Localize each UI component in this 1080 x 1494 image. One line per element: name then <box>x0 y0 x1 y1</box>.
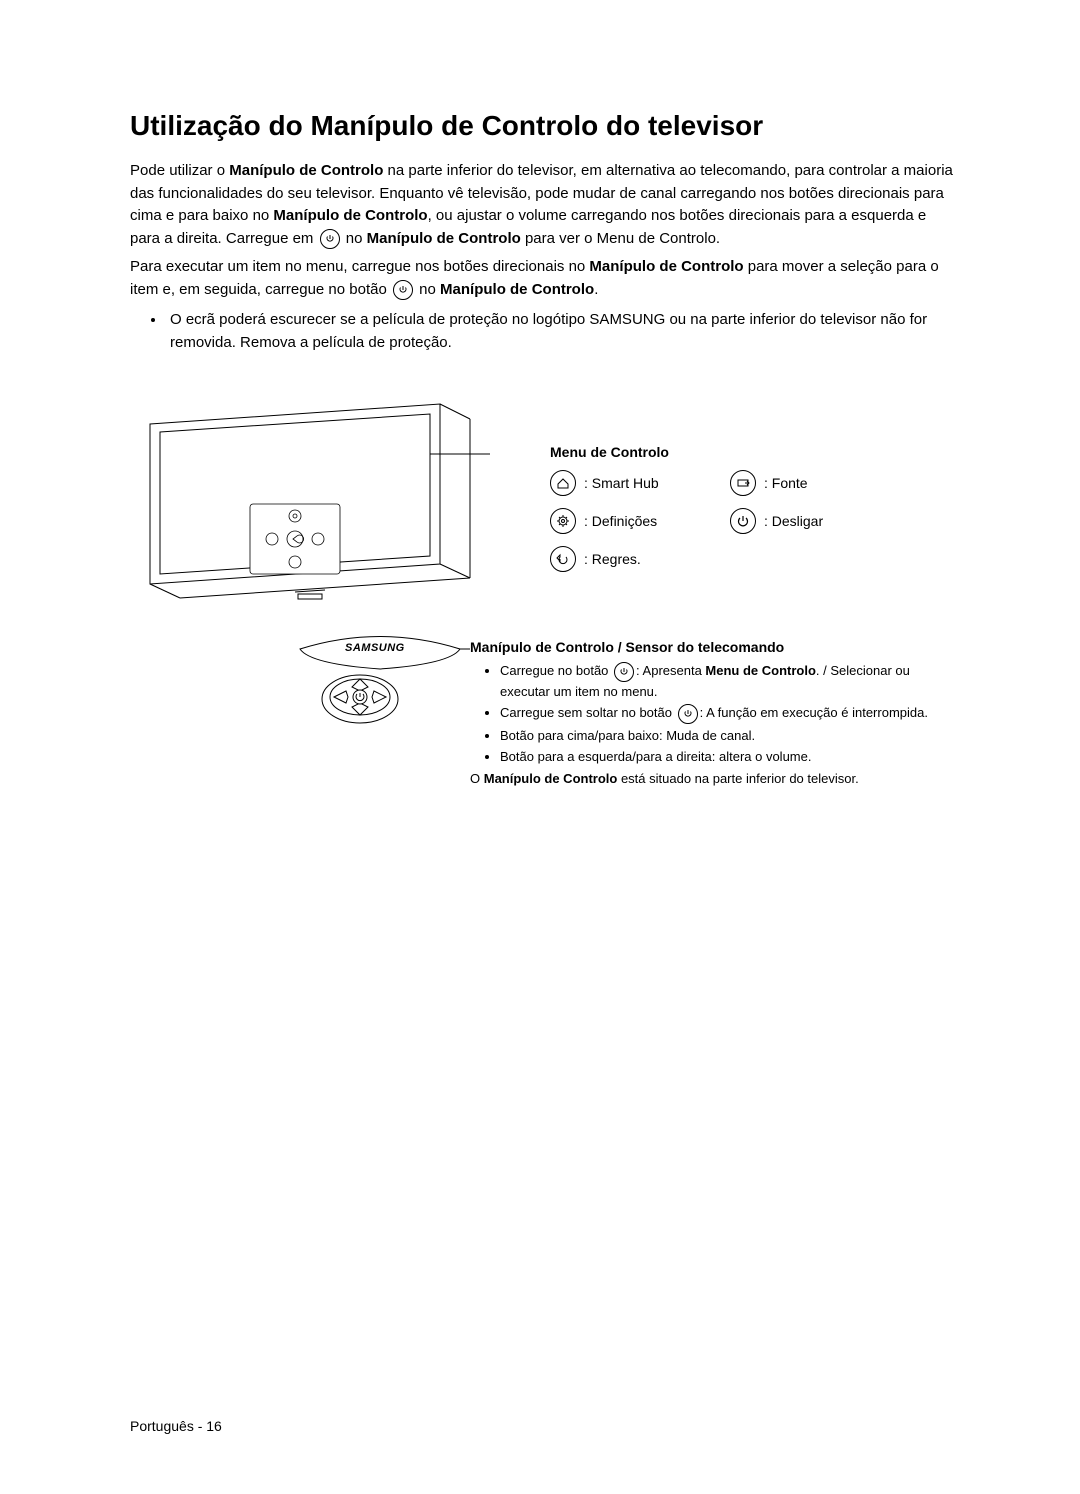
stick-footer-pre: O <box>470 771 484 786</box>
note-item: O ecrã poderá escurecer se a película de… <box>166 309 960 354</box>
power-icon <box>393 280 413 300</box>
power-icon <box>678 704 698 724</box>
tv-diagram <box>130 394 490 654</box>
stick-li2: Carregue sem soltar no botão : A função … <box>500 703 960 724</box>
p1-pre: Pode utilizar o <box>130 162 229 179</box>
p2-end: . <box>594 281 598 298</box>
p1-b1: Manípulo de Controlo <box>229 162 383 179</box>
menu-item-fonte: : Fonte <box>730 470 900 496</box>
p2-b2: Manípulo de Controlo <box>440 281 594 298</box>
menu-item-regres: : Regres. <box>550 546 720 572</box>
menu-item-desligar: : Desligar <box>730 508 900 534</box>
stick-title: Manípulo de Controlo / Sensor do telecom… <box>470 639 960 655</box>
stick-li1: Carregue no botão : Apresenta Menu de Co… <box>500 661 960 701</box>
stick-description: Manípulo de Controlo / Sensor do telecom… <box>470 639 960 788</box>
samsung-logo: SAMSUNG <box>345 642 405 654</box>
paragraph-1: Pode utilizar o Manípulo de Controlo na … <box>130 160 960 250</box>
stick-footer: O Manípulo de Controlo está situado na p… <box>470 769 960 789</box>
menu-label: : Definições <box>584 513 657 529</box>
source-icon <box>730 470 756 496</box>
menu-item-definicoes: : Definições <box>550 508 720 534</box>
page-footer: Português - 16 <box>130 1418 222 1434</box>
p1-b2: Manípulo de Controlo <box>273 207 427 224</box>
p1-mid3: no <box>342 230 367 247</box>
home-icon <box>550 470 576 496</box>
control-stick-closeup: SAMSUNG <box>290 629 470 749</box>
menu-label: : Desligar <box>764 513 823 529</box>
note-list: O ecrã poderá escurecer se a película de… <box>166 309 960 354</box>
menu-item-smart-hub: : Smart Hub <box>550 470 720 496</box>
menu-control-block: Menu de Controlo : Smart Hub : Fonte : D… <box>550 444 900 572</box>
p2-b1: Manípulo de Controlo <box>589 258 743 275</box>
power-icon <box>320 229 340 249</box>
p2-pre: Para executar um item no menu, carregue … <box>130 258 589 275</box>
p1-end: para ver o Menu de Controlo. <box>521 230 720 247</box>
menu-label: : Smart Hub <box>584 475 659 491</box>
return-icon <box>550 546 576 572</box>
section-heading: Utilização do Manípulo de Controlo do te… <box>130 110 960 142</box>
paragraph-2: Para executar um item no menu, carregue … <box>130 256 960 301</box>
diagram-area: SAMSUNG Menu de Controlo : Smart Hub <box>130 394 960 844</box>
power-icon <box>730 508 756 534</box>
power-icon <box>614 662 634 682</box>
p1-b3: Manípulo de Controlo <box>367 230 521 247</box>
stick-footer-b: Manípulo de Controlo <box>484 771 618 786</box>
stick-li1-b: Menu de Controlo <box>705 663 816 678</box>
menu-label: : Fonte <box>764 475 808 491</box>
p2-mid2: no <box>415 281 440 298</box>
stick-li4: Botão para a esquerda/para a direita: al… <box>500 747 960 767</box>
menu-title: Menu de Controlo <box>550 444 900 460</box>
stick-footer-end: está situado na parte inferior do televi… <box>617 771 858 786</box>
menu-label: : Regres. <box>584 551 641 567</box>
stick-li3: Botão para cima/para baixo: Muda de cana… <box>500 726 960 746</box>
stick-li1-mid: : Apresenta <box>636 663 705 678</box>
gear-icon <box>550 508 576 534</box>
stick-li1-pre: Carregue no botão <box>500 663 612 678</box>
stick-li2-end: : A função em execução é interrompida. <box>700 705 928 720</box>
stick-li2-pre: Carregue sem soltar no botão <box>500 705 676 720</box>
